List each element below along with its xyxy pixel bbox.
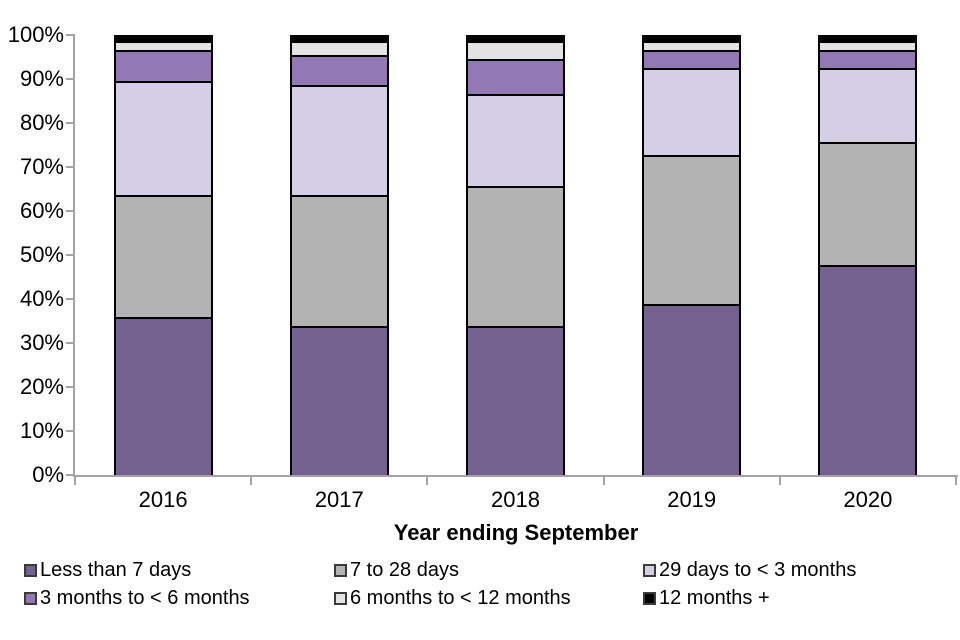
legend-swatch [334,563,347,577]
x-tick-mark [602,477,605,485]
y-tick-label: 0% [32,462,64,487]
x-tick-mark [426,477,429,485]
y-tick-mark [66,34,75,36]
legend-swatch [643,591,656,605]
legend-item: 7 to 28 days [334,558,459,582]
x-tick-label: 2020 [843,487,893,512]
y-tick-label: 70% [19,154,64,179]
y-tick-mark [66,122,75,124]
bar-2019 [642,35,742,475]
x-tick-mark [74,477,76,485]
x-tick-mark [955,477,957,485]
legend-swatch [643,563,656,577]
bar-segment [468,37,563,42]
legend-label: 6 months to < 12 months [350,586,571,609]
legend-item: 3 months to < 6 months [24,586,250,610]
bar-segment [115,50,211,81]
y-tick-mark [66,474,75,476]
y-tick-mark [66,210,75,212]
x-tick-label: 2018 [491,487,540,512]
y-tick-mark [66,254,75,256]
x-tick-label: 2016 [138,487,188,512]
y-tick-label: 60% [19,198,64,223]
y-axis-line [73,35,75,477]
bar-segment [644,304,740,475]
y-tick-label: 100% [7,22,64,47]
bar-segment [115,41,211,51]
bar-segment [291,54,387,86]
legend-label: Less than 7 days [40,558,192,581]
legend-label: 12 months + [659,586,770,609]
legend-item: Less than 7 days [24,558,191,582]
bar-segment [291,37,387,42]
y-tick-mark [66,78,75,80]
legend-item: 6 months to < 12 months [334,586,571,610]
bar-segment [644,50,740,68]
legend-swatch [334,591,347,605]
bar-segment [468,326,563,475]
x-tick-mark [250,477,253,485]
x-axis-title: Year ending September [393,520,639,545]
y-tick-label: 80% [19,110,64,135]
x-axis-line [73,475,958,477]
bar-segment [644,41,740,51]
bar-segment [291,326,387,475]
x-tick-label: 2017 [314,487,364,512]
bar-segment [468,185,563,327]
bar-segment [468,93,563,186]
legend-label: 7 to 28 days [350,558,459,581]
legend-swatch [24,563,37,577]
bar-segment [115,317,211,475]
y-tick-label: 40% [19,286,64,311]
bar-segment [644,67,740,156]
x-tick-mark [778,477,781,485]
legend-item: 12 months + [643,586,770,610]
bar-segment [644,37,740,42]
bar-segment [820,37,916,42]
y-tick-label: 90% [19,66,64,91]
y-tick-mark [66,166,75,168]
bar-2018 [466,35,565,475]
bar-segment [644,155,740,305]
bar-2017 [289,35,389,475]
y-tick-label: 10% [19,418,64,443]
legend-label: 29 days to < 3 months [659,558,857,581]
y-tick-label: 30% [19,330,64,355]
y-tick-mark [66,342,75,344]
bar-segment [820,67,916,143]
y-tick-mark [66,430,75,432]
y-tick-label: 50% [19,242,64,267]
bar-segment [291,194,387,327]
bar-segment [468,58,563,94]
bar-segment [115,194,211,318]
y-tick-mark [66,386,75,388]
bar-segment [820,41,916,51]
bar-segment [115,37,211,42]
bar-2020 [818,35,918,475]
legend-swatch [24,591,37,605]
bar-segment [820,264,916,475]
bar-segment [820,142,916,265]
bar-segment [291,85,387,195]
y-tick-label: 20% [19,374,64,399]
legend-item: 29 days to < 3 months [643,558,856,582]
bar-segment [291,41,387,55]
y-tick-mark [66,298,75,300]
legend-label: 3 months to < 6 months [40,586,250,609]
bar-segment [468,41,563,59]
bar-segment [820,50,916,68]
bar-2016 [113,35,213,475]
x-tick-label: 2019 [667,487,717,512]
bar-segment [115,80,211,195]
